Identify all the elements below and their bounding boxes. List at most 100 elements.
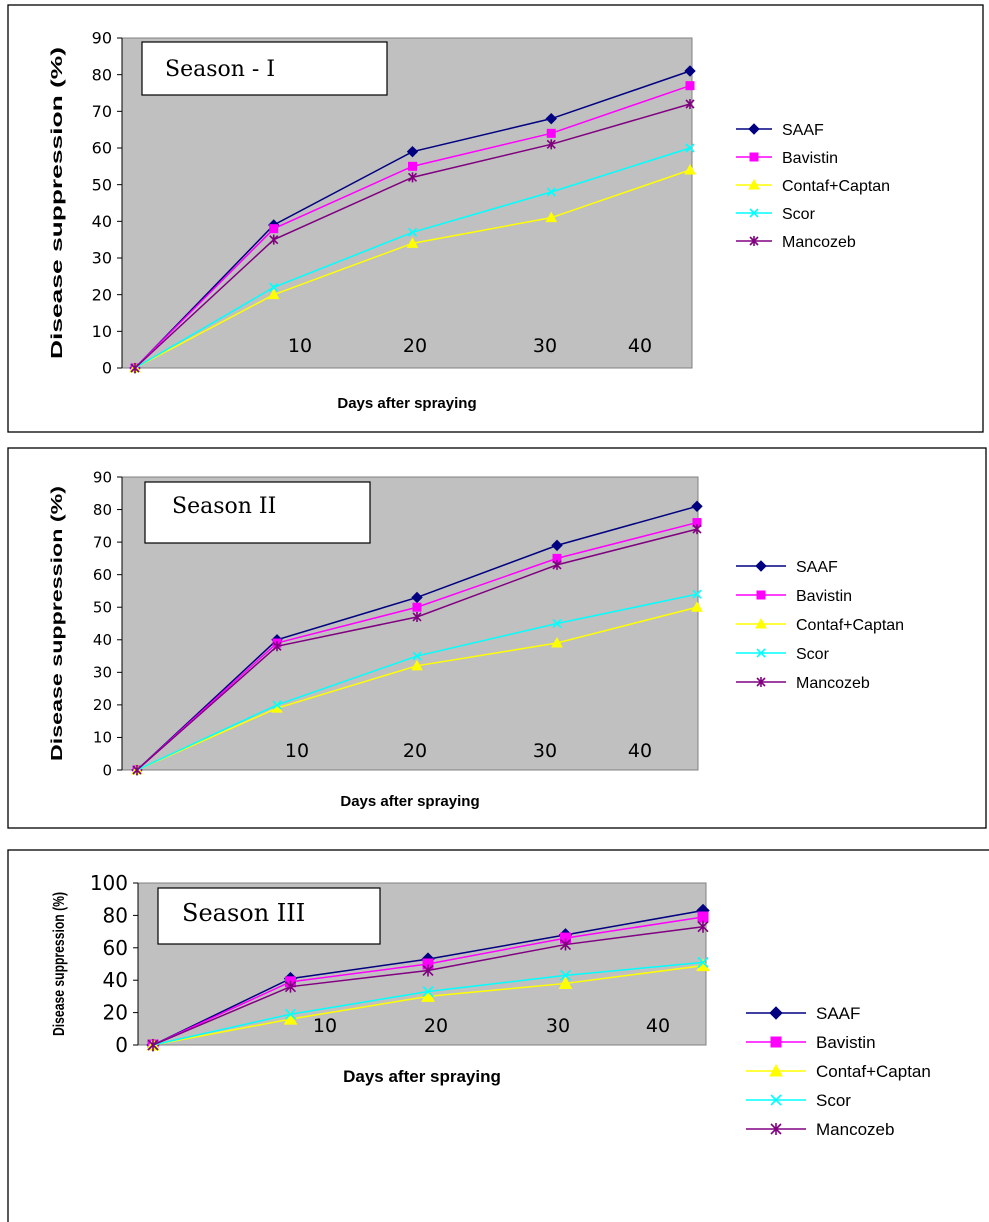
y-tick-label: 100	[90, 871, 128, 895]
chart-panel-3: 0 20 40 60 80 100 10 20 30 40 Disease suppression …	[7, 849, 989, 1222]
y-tick-label: 10	[93, 729, 112, 747]
y-tick-label: 30	[92, 249, 112, 268]
data-point	[422, 964, 434, 977]
data-point	[132, 765, 142, 775]
x-tick-label: 40	[628, 335, 652, 357]
x-tick-label: 30	[533, 335, 557, 357]
data-point	[552, 618, 562, 629]
data-point	[697, 911, 709, 923]
legend-item: Mancozeb	[736, 234, 856, 251]
y-tick-label: 0	[115, 1033, 128, 1057]
data-point	[272, 641, 282, 652]
series-scor	[132, 589, 702, 775]
data-point	[546, 128, 556, 138]
data-point	[559, 969, 572, 981]
legend-label: Bavistin	[782, 150, 838, 167]
legend-item: Contaf+Captan	[736, 617, 904, 634]
data-point	[685, 99, 695, 109]
title-box	[157, 887, 381, 945]
x-tick-label: 30	[546, 1015, 570, 1037]
legend-label: Contaf+Captan	[782, 178, 890, 195]
x-tick-label: 10	[313, 1015, 337, 1037]
data-point	[545, 211, 558, 223]
y-tick-label: 40	[103, 968, 128, 992]
legend-item: Contaf+Captan	[736, 178, 890, 195]
legend-marker	[769, 1006, 783, 1020]
data-point	[283, 1012, 298, 1025]
data-point	[284, 980, 297, 993]
data-point	[267, 288, 280, 300]
y-tick-label: 30	[93, 664, 112, 682]
data-point	[412, 651, 422, 661]
data-point	[546, 139, 556, 150]
data-point	[684, 163, 696, 175]
y-tick-label: 50	[92, 175, 112, 194]
data-point	[684, 65, 696, 77]
legend-marker	[770, 1123, 782, 1135]
legend-item: Scor	[746, 1091, 851, 1110]
legend-label: Scor	[782, 206, 816, 223]
y-tick-label: 60	[103, 936, 128, 960]
data-point	[130, 363, 140, 373]
series-mancozeb	[130, 99, 695, 373]
y-tick-label: 70	[93, 533, 112, 551]
legend-marker	[749, 208, 759, 218]
legend: SAAF Bavistin Contaf+Captan Scor Mancozeb	[736, 122, 890, 251]
x-tick-label: 20	[403, 335, 427, 357]
y-tick-label: 20	[92, 285, 112, 304]
legend-label: Mancozeb	[816, 1120, 894, 1139]
y-tick-label: 20	[93, 696, 112, 714]
legend-label: Bavistin	[796, 588, 852, 605]
data-point	[697, 956, 709, 968]
data-point	[269, 224, 279, 234]
legend-label: SAAF	[816, 1004, 860, 1023]
legend-marker	[756, 590, 766, 600]
legend: SAAF Bavistin Contaf+Captan Scor Mancozeb	[746, 1004, 931, 1139]
x-axis-title: Days after spraying	[340, 793, 479, 810]
data-point	[406, 237, 419, 248]
series-mancozeb	[132, 524, 702, 775]
x-axis-title: Days after spraying	[337, 395, 476, 412]
x-tick-label: 10	[285, 740, 309, 762]
legend-label: Contaf+Captan	[796, 617, 904, 634]
legend-marker	[749, 152, 759, 162]
data-point	[551, 637, 563, 648]
legend-item: SAAF	[746, 1004, 860, 1023]
data-point	[411, 591, 423, 604]
legend-item: Bavistin	[736, 588, 852, 605]
data-point	[269, 282, 279, 292]
y-tick-label: 90	[93, 468, 112, 486]
legend-item: SAAF	[736, 122, 824, 139]
data-point	[407, 227, 418, 237]
y-tick-label: 90	[92, 29, 112, 48]
legend-item: Scor	[736, 646, 830, 663]
chart-panel-1: 0 10 20 30 40 50 60 70 80 90 10 20 30 40 Disease suppr…	[7, 4, 984, 433]
data-point	[685, 143, 695, 153]
y-tick-label: 80	[93, 501, 112, 519]
legend-marker	[749, 236, 759, 246]
y-tick-label: 70	[92, 102, 112, 121]
data-point	[406, 145, 419, 158]
data-point	[552, 559, 562, 570]
data-point	[697, 920, 709, 933]
legend-item: Bavistin	[736, 150, 838, 167]
x-tick-label: 30	[533, 740, 557, 762]
y-axis-title: Disease suppression (%)	[51, 892, 68, 1036]
x-tick-label: 40	[646, 1015, 670, 1037]
chart-title: Season II	[172, 494, 276, 519]
legend-marker	[755, 560, 767, 572]
legend-label: SAAF	[796, 559, 838, 576]
title-box	[141, 41, 388, 96]
data-point	[558, 976, 573, 989]
legend-marker	[748, 123, 760, 135]
series-mancozeb	[147, 920, 709, 1051]
x-tick-label: 20	[424, 1015, 448, 1037]
data-point	[692, 589, 702, 599]
legend-label: Scor	[816, 1091, 851, 1110]
data-point	[545, 112, 557, 125]
data-point	[269, 234, 279, 245]
y-tick-label: 40	[93, 631, 112, 649]
y-tick-label: 80	[103, 903, 128, 927]
data-point	[412, 602, 422, 612]
legend-label: Mancozeb	[796, 675, 870, 692]
